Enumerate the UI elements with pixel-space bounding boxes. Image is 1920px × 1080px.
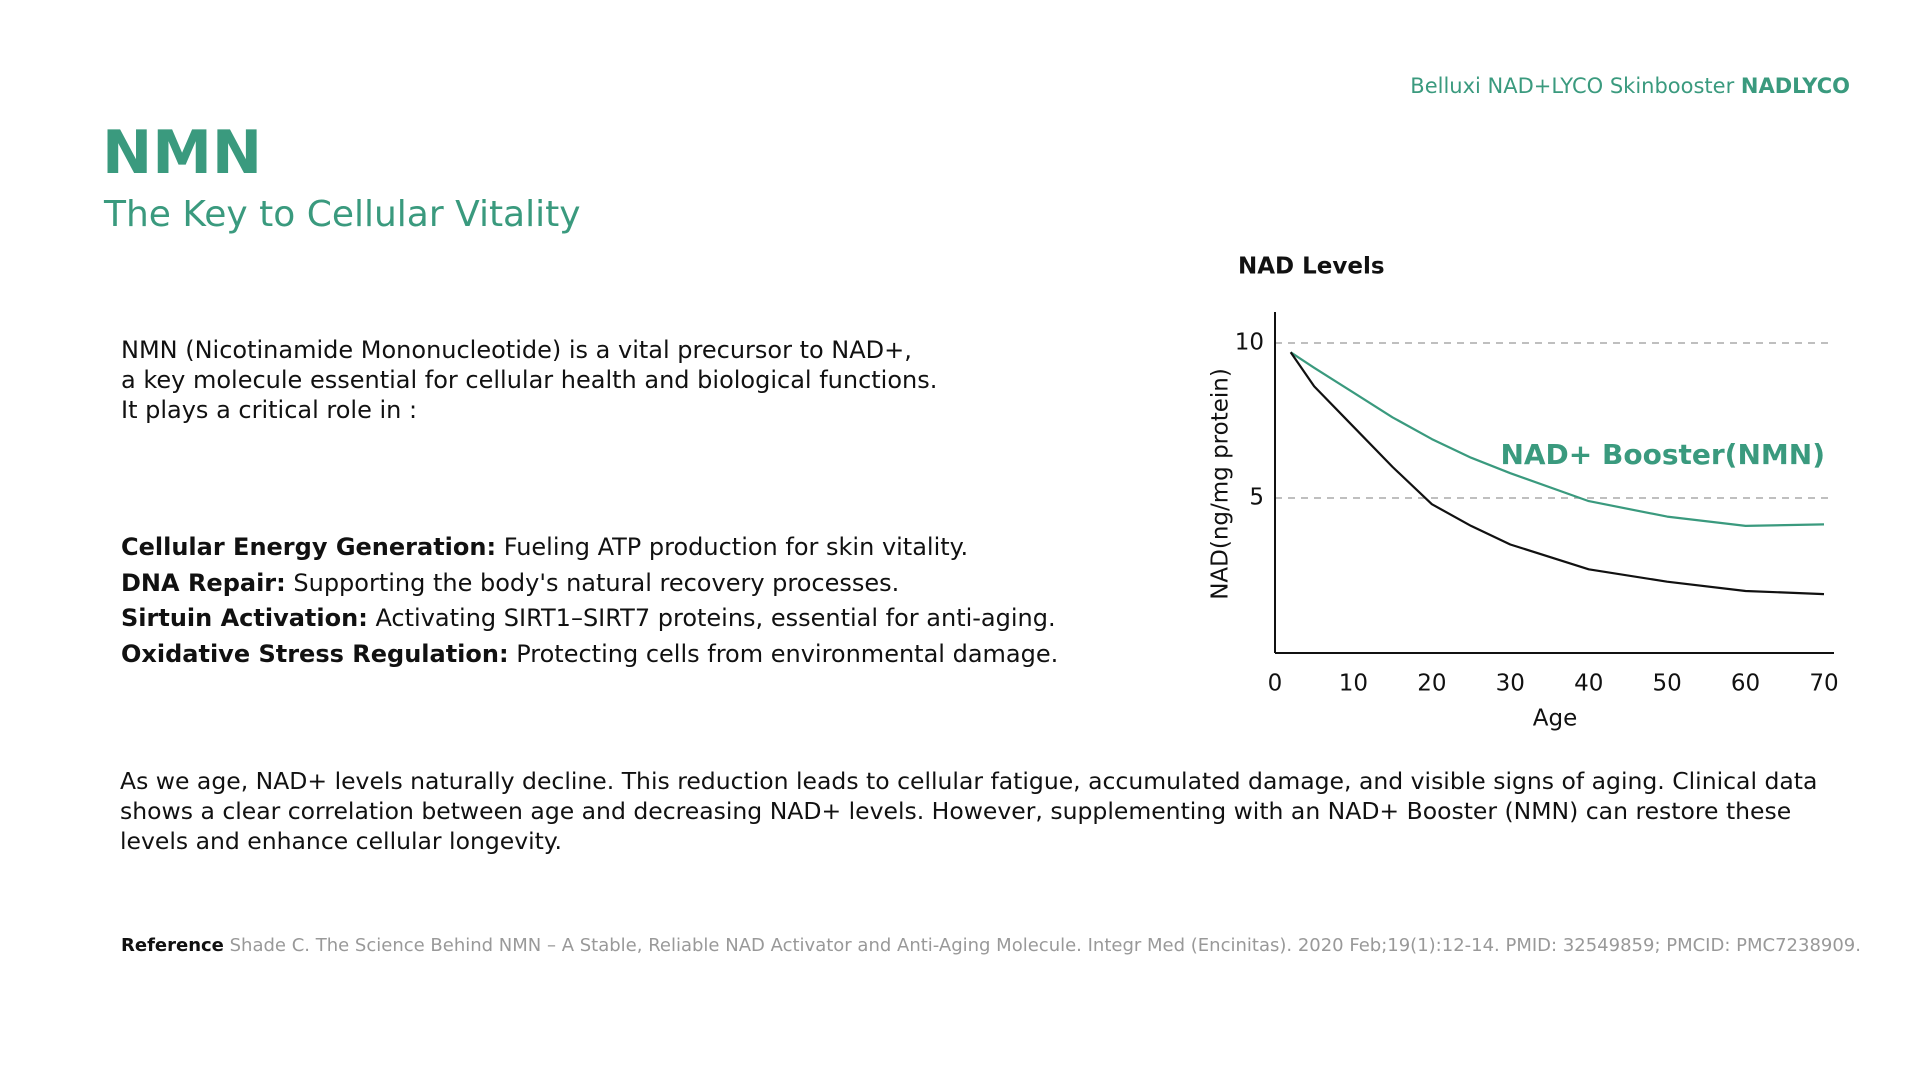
bullet: Sirtuin Activation: Activating SIRT1–SIR…: [121, 601, 1058, 637]
bullet: Cellular Energy Generation: Fueling ATP …: [121, 530, 1058, 566]
bullet: Oxidative Stress Regulation: Protecting …: [121, 637, 1058, 673]
x-axis-label: Age: [1533, 706, 1577, 732]
bullet-text: Fueling ATP production for skin vitality…: [503, 533, 969, 561]
bullet-text: Activating SIRT1–SIRT7 proteins, essenti…: [375, 604, 1056, 632]
x-tick-label: 20: [1417, 671, 1446, 697]
title: NMN: [102, 118, 263, 188]
series-line: [1289, 351, 1825, 596]
bullet-text: Protecting cells from environmental dama…: [516, 639, 1059, 668]
bullet-term: Oxidative Stress Regulation:: [121, 639, 509, 668]
intro-line: a key molecule essential for cellular he…: [121, 366, 938, 394]
bullet: DNA Repair: Supporting the body's natura…: [121, 566, 1058, 602]
bullet-text: Supporting the body's natural recovery p…: [293, 568, 900, 597]
intro-line: NMN (Nicotinamide Mononucleotide) is a v…: [121, 336, 912, 364]
x-tick-label: 70: [1809, 671, 1838, 697]
reference: Reference Shade C. The Science Behind NM…: [121, 935, 1861, 956]
bullet-term: DNA Repair:: [121, 568, 286, 597]
x-tick-label: 50: [1653, 671, 1682, 697]
intro-line: It plays a critical role in :: [121, 396, 418, 424]
brand-name: Belluxi NAD+LYCO Skinbooster: [1410, 74, 1735, 98]
series-label: NAD+ Booster(NMN): [1500, 438, 1825, 471]
x-tick-label: 30: [1496, 671, 1525, 697]
brand: Belluxi NAD+LYCO Skinbooster NADLYCO: [1410, 74, 1850, 98]
summary: As we age, NAD+ levels naturally decline…: [120, 767, 1818, 855]
subtitle: The Key to Cellular Vitality: [104, 194, 581, 235]
reference-label: Reference: [121, 935, 224, 956]
y-axis-label: NAD(ng/mg protein): [1208, 368, 1234, 600]
y-tick-label: 5: [1249, 485, 1264, 511]
series-line: [1290, 351, 1825, 528]
chart-title: NAD Levels: [1238, 254, 1385, 280]
reference-text: Shade C. The Science Behind NMN – A Stab…: [229, 935, 1861, 956]
x-tick-label: 60: [1731, 671, 1760, 697]
bullet-term: Cellular Energy Generation:: [121, 533, 497, 561]
y-tick-label: 10: [1235, 330, 1264, 356]
bullets: Cellular Energy Generation: Fueling ATP …: [121, 530, 1058, 672]
brand-bold: NADLYCO: [1740, 74, 1850, 98]
bullet-term: Sirtuin Activation:: [121, 604, 368, 632]
x-tick-label: 0: [1268, 671, 1283, 697]
x-tick-label: 40: [1574, 671, 1603, 697]
intro: NMN (Nicotinamide Mononucleotide) is a v…: [121, 335, 937, 425]
x-tick-label: 10: [1339, 671, 1368, 697]
